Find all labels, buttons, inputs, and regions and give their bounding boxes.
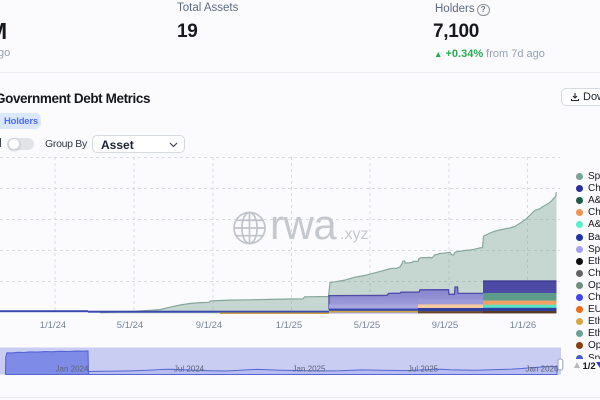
svg-text:1/1/24: 1/1/24	[40, 320, 66, 331]
svg-text:Jul 2024: Jul 2024	[174, 365, 205, 374]
svg-text:Jan 2024: Jan 2024	[56, 365, 89, 374]
svg-text:Jan 2026: Jan 2026	[526, 365, 559, 374]
svg-text:9/1/24: 9/1/24	[196, 320, 222, 331]
svg-text:Jan 2025: Jan 2025	[293, 365, 326, 374]
svg-text:5/1/25: 5/1/25	[354, 320, 380, 331]
svg-text:rwa: rwa	[270, 201, 337, 248]
svg-text:5/1/24: 5/1/24	[117, 320, 143, 331]
svg-text:.xyz: .xyz	[340, 226, 368, 243]
svg-text:9/1/25: 9/1/25	[432, 320, 458, 331]
svg-text:Jul 2025: Jul 2025	[408, 365, 439, 374]
svg-text:1/1/26: 1/1/26	[510, 320, 536, 331]
svg-text:1/1/25: 1/1/25	[276, 320, 302, 331]
